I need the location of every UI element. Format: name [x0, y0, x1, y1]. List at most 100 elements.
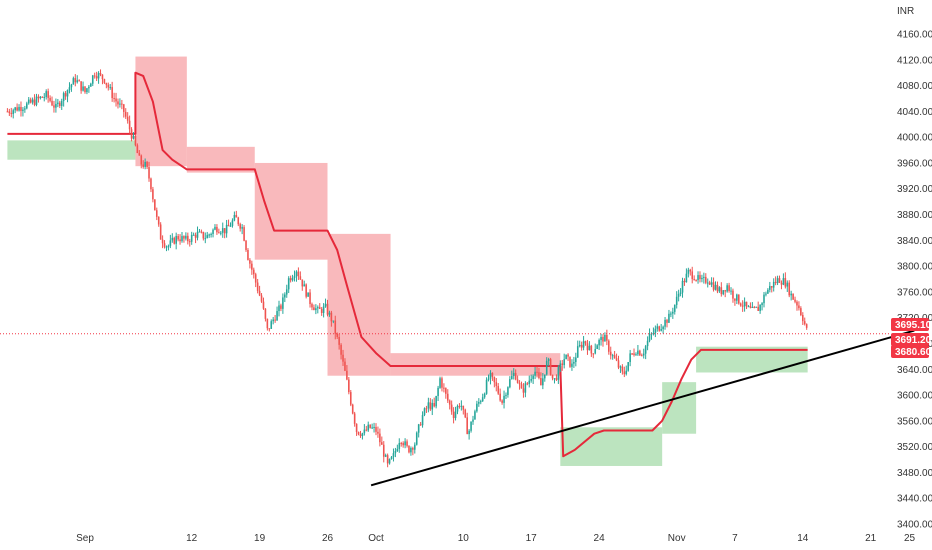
- candle-250: [491, 372, 494, 381]
- candle-235: [462, 405, 465, 415]
- bear-band-5: [390, 353, 561, 376]
- candle-231: [454, 406, 457, 421]
- candle-158: [313, 304, 315, 311]
- candle-body-348: [681, 280, 684, 293]
- candle-293: [575, 352, 577, 367]
- candle-219: [431, 399, 434, 416]
- candle-body-3: [12, 110, 15, 114]
- candle-body-323: [633, 353, 635, 355]
- candle-body-41: [86, 88, 88, 93]
- candle-body-126: [251, 263, 253, 270]
- candle-24: [53, 100, 55, 113]
- y-tick-label-15: 3560.00: [897, 416, 932, 427]
- candle-389: [761, 302, 763, 311]
- candle-body-235: [462, 405, 465, 410]
- candle-body-137: [272, 319, 274, 322]
- candle-body-109: [218, 232, 220, 234]
- price-axis[interactable]: INR 4160.00 4120.00 4080.00 4040.00 4000.00 3…: [897, 6, 932, 531]
- x-tick-label-5: 10: [458, 533, 470, 544]
- candle-135: [268, 328, 271, 332]
- candle-90: [181, 231, 183, 243]
- candle-184: [363, 424, 366, 436]
- candle-113: [225, 219, 228, 238]
- x-tick-label-1: 12: [186, 533, 198, 544]
- candle-116: [231, 218, 234, 228]
- trendline-layer[interactable]: [370, 329, 915, 487]
- candle-body-345: [675, 296, 678, 305]
- candle-body-267: [524, 383, 527, 393]
- candle-12: [29, 97, 32, 104]
- candle-body-60: [123, 104, 125, 112]
- candle-329: [644, 344, 647, 360]
- candle-89: [179, 234, 181, 245]
- candle-body-12: [29, 99, 32, 103]
- candle-body-302: [592, 353, 595, 355]
- candle-403: [788, 280, 791, 298]
- candle-121: [241, 224, 243, 235]
- candle-8: [22, 107, 24, 117]
- candle-body-176: [348, 379, 350, 393]
- candle-325: [637, 344, 639, 356]
- candle-284: [557, 364, 560, 384]
- candle-body-359: [703, 276, 705, 278]
- x-tick-label-10: 14: [797, 533, 809, 544]
- y-tick-label-13: 3640.00: [897, 365, 932, 376]
- candle-body-162: [320, 308, 323, 313]
- candle-326: [639, 349, 641, 356]
- candle-body-369: [722, 290, 725, 295]
- candle-body-265: [520, 384, 523, 389]
- candle-182: [359, 430, 362, 438]
- candle-body-100: [200, 231, 203, 233]
- candle-body-399: [780, 282, 783, 285]
- candle-76: [154, 199, 156, 211]
- candle-408: [798, 301, 800, 311]
- candle-body-125: [249, 259, 251, 264]
- candle-body-48: [99, 73, 102, 75]
- candle-36: [76, 75, 79, 84]
- candle-body-261: [512, 372, 515, 377]
- candle-body-237: [466, 417, 468, 435]
- candle-275: [540, 372, 542, 386]
- candle-body-256: [503, 395, 505, 403]
- candle-282: [553, 378, 556, 384]
- candle-body-8: [22, 109, 24, 111]
- candle-353: [691, 266, 694, 284]
- candle-365: [714, 281, 717, 291]
- candle-body-224: [441, 378, 443, 388]
- bull-band-0: [7, 140, 136, 160]
- price-tag-bg-2: [891, 345, 929, 358]
- candle-20: [45, 89, 47, 100]
- candle-270: [530, 374, 532, 383]
- candle-body-231: [454, 411, 457, 419]
- candle-334: [654, 325, 657, 338]
- candle-7: [20, 101, 22, 117]
- time-axis[interactable]: Sep 12 19 26 Oct 10 17 24 Nov 7 14 21 25: [76, 533, 915, 544]
- candle-188: [371, 423, 373, 430]
- candle-249: [489, 370, 492, 385]
- candle-body-220: [433, 402, 435, 407]
- candle-body-240: [472, 419, 474, 422]
- price-tag-label-1: 3691.20: [895, 335, 932, 346]
- candle-body-405: [792, 293, 794, 300]
- candle-body-270: [530, 378, 532, 381]
- candle-399: [780, 280, 783, 290]
- candle-215: [423, 407, 426, 417]
- candle-91: [183, 235, 185, 243]
- candle-body-319: [625, 370, 628, 375]
- price-tag-bg-0: [891, 318, 929, 331]
- candle-body-130: [258, 290, 261, 296]
- support-trendline[interactable]: [370, 329, 915, 487]
- candle-185: [365, 425, 368, 432]
- candle-body-215: [423, 408, 426, 416]
- y-tick-label-1: 4120.00: [897, 55, 932, 66]
- candle-body-69: [140, 155, 143, 165]
- candle-176: [348, 377, 350, 395]
- candle-47: [97, 71, 100, 84]
- candle-body-146: [289, 278, 292, 281]
- candle-147: [291, 274, 294, 282]
- candle-body-9: [24, 108, 26, 110]
- candle-197: [388, 458, 391, 465]
- candle-body-279: [547, 359, 550, 361]
- candle-259: [509, 376, 511, 389]
